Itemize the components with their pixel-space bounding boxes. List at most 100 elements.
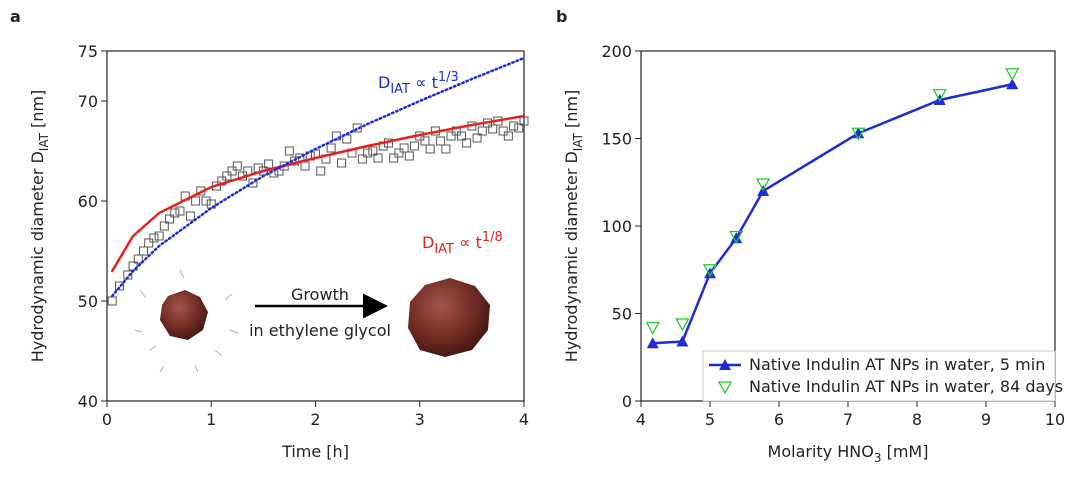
y-tick-label: 200 [601, 42, 632, 61]
text-part: IAT [434, 242, 454, 257]
marker [222, 171, 232, 181]
text-part: ∝ t [454, 233, 482, 252]
text-part: IAT [571, 132, 585, 151]
legend-marker [717, 381, 733, 395]
marker [357, 154, 367, 164]
marker [300, 161, 310, 171]
inset-label: Growth [291, 285, 349, 304]
marker [337, 158, 347, 168]
marker [425, 144, 435, 154]
marker [316, 166, 326, 176]
y-tick-label: 60 [78, 192, 98, 211]
marker [676, 335, 689, 347]
marker [436, 136, 446, 146]
marker [514, 123, 524, 133]
marker [509, 121, 519, 131]
text-part: Time [h] [281, 442, 349, 461]
marker [175, 206, 185, 216]
text-part: Hydrodynamic diameter D [28, 151, 47, 362]
legend-label: Native Indulin AT NPs in water, 84 days [749, 377, 1063, 396]
x-tick-label: 3 [415, 410, 425, 429]
text-part: Molarity HNO [768, 442, 874, 461]
x-tick-label: 10 [1045, 410, 1065, 429]
marker [170, 208, 180, 218]
marker [441, 144, 451, 154]
marker [646, 337, 659, 349]
marker [1006, 78, 1019, 90]
annotation: DIAT ∝ t1/3 [378, 70, 459, 97]
marker [399, 143, 409, 153]
panel-label: b [556, 7, 567, 26]
marker [165, 214, 175, 224]
marker [363, 148, 373, 158]
x-tick-label: 4 [636, 410, 646, 429]
text-part: 3 [874, 451, 882, 465]
text-part: [nm] [562, 90, 581, 133]
marker [144, 238, 154, 248]
legend-label: Native Indulin AT NPs in water, 5 min [749, 355, 1045, 374]
marker [373, 153, 383, 163]
marker [264, 159, 274, 169]
marker [446, 131, 456, 141]
marker [394, 148, 404, 158]
marker [729, 230, 744, 244]
marker [191, 196, 201, 206]
x-tick-label: 6 [774, 410, 784, 429]
marker [462, 138, 472, 148]
text-part: [mM] [881, 442, 928, 461]
y-tick-label: 50 [612, 305, 632, 324]
y-tick-label: 40 [78, 392, 98, 411]
marker [851, 127, 866, 141]
marker [115, 281, 125, 291]
marker [138, 246, 148, 256]
marker [756, 178, 771, 192]
marker [852, 127, 865, 139]
x-tick-label: 4 [519, 410, 529, 429]
marker [488, 124, 498, 134]
marker [404, 151, 414, 161]
text-part: ∝ t [410, 73, 438, 92]
text-part: IAT [37, 132, 51, 151]
marker [284, 146, 294, 156]
marker [456, 131, 466, 141]
y-tick-label: 50 [78, 292, 98, 311]
marker [645, 321, 660, 335]
marker [410, 141, 420, 151]
text-part: 1/3 [438, 70, 459, 85]
legend-marker [719, 359, 731, 370]
marker [326, 143, 336, 153]
text-part: Hydrodynamic diameter D [562, 151, 581, 362]
marker [227, 166, 237, 176]
y-tick-label: 70 [78, 92, 98, 111]
text-part: IAT [390, 82, 410, 97]
marker [932, 89, 947, 103]
plot-frame [640, 50, 1056, 402]
marker [368, 146, 378, 156]
series-line [651, 83, 1014, 345]
series-line [110, 56, 526, 298]
y-axis-label: Hydrodynamic diameter DIAT [nm] [562, 90, 585, 363]
text-part: D [378, 73, 390, 92]
annotation: DIAT ∝ t1/8 [422, 230, 503, 257]
marker [472, 133, 482, 143]
marker [149, 233, 159, 243]
x-axis-label: Time [h] [281, 442, 349, 461]
text-part: 1/8 [482, 230, 503, 245]
marker [133, 254, 143, 264]
marker [675, 318, 690, 332]
y-tick-label: 100 [601, 217, 632, 236]
panel-label: a [10, 7, 21, 26]
marker [420, 136, 430, 146]
marker [1005, 68, 1020, 82]
text-part: [nm] [28, 90, 47, 133]
y-tick-label: 75 [78, 42, 98, 61]
marker [704, 267, 716, 279]
marker [201, 196, 211, 206]
x-tick-label: 7 [843, 410, 853, 429]
marker [154, 231, 164, 241]
marker [107, 296, 117, 306]
x-tick-label: 8 [912, 410, 922, 429]
marker [730, 232, 743, 244]
x-tick-label: 1 [206, 410, 216, 429]
